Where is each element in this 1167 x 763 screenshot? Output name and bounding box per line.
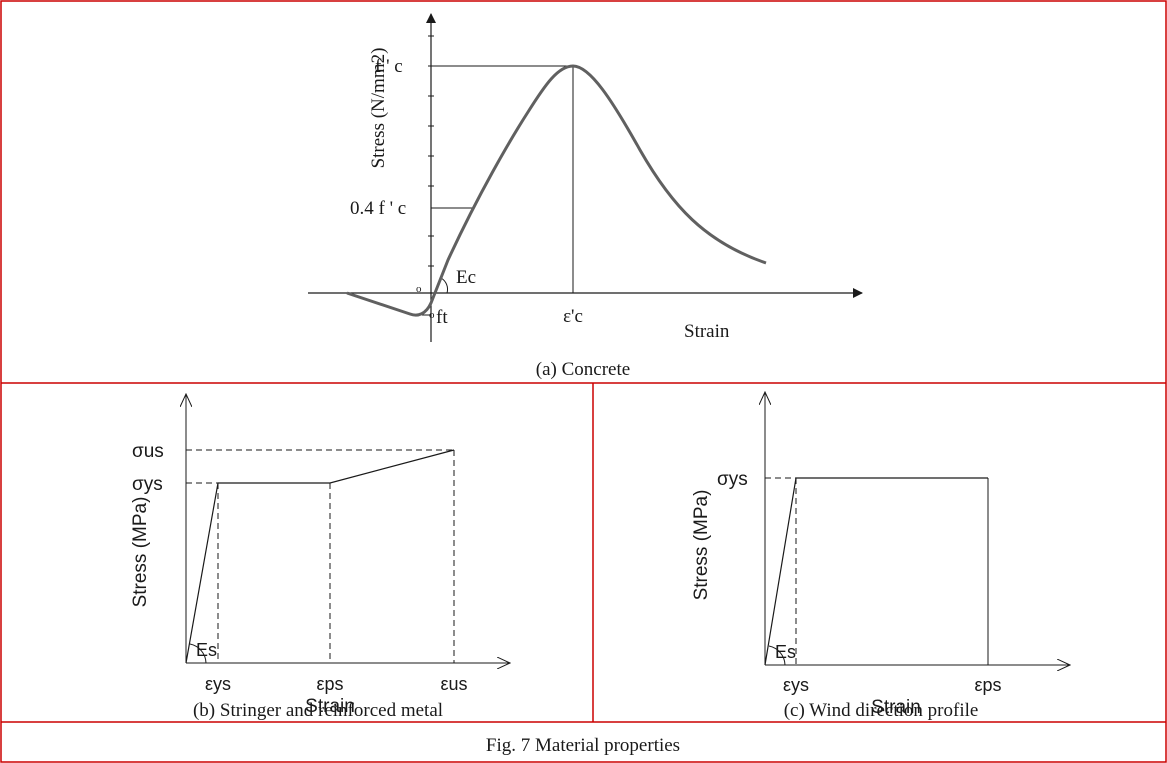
stringer-sigma-us-label: σus xyxy=(132,441,164,462)
stringer-y-axis-label: Stress (MPa) xyxy=(130,497,151,608)
stringer-es-label: Es xyxy=(196,640,217,660)
wind-caption: (c) Wind direction profile xyxy=(784,700,979,721)
concrete-stress-strain-curve xyxy=(346,64,767,317)
stringer-es-arc xyxy=(189,643,207,664)
wind-y-axis-label: Stress (MPa) xyxy=(691,490,712,601)
stringer-eps-us-label: εus xyxy=(440,674,467,694)
concrete-y-axis-label: Stress (N/mm2) xyxy=(368,48,389,169)
stringer-x-axis-label: Strain xyxy=(305,696,355,717)
wind-sigma-ys-label: σys xyxy=(717,469,748,490)
wind-stress-strain-curve xyxy=(764,477,988,666)
concrete-zero-label-right: o xyxy=(429,309,435,321)
figure-caption: Fig. 7 Material properties xyxy=(486,735,680,756)
concrete-ec-arc xyxy=(440,277,449,294)
stringer-panel: Stress (MPa) σus σys Es εys εps εus Stra… xyxy=(130,394,510,721)
concrete-caption: (a) Concrete xyxy=(536,359,630,380)
concrete-eps-c-label: ε'c xyxy=(563,306,583,327)
concrete-ft-label: ft xyxy=(436,307,448,328)
stringer-eps-ps-label: εps xyxy=(316,674,343,694)
concrete-x-axis-label: Strain xyxy=(684,321,730,342)
concrete-04fc-label: 0.4 f ' c xyxy=(350,198,406,219)
wind-es-arc xyxy=(768,645,786,666)
stringer-sigma-ys-label: σys xyxy=(132,474,163,495)
concrete-y-ticks xyxy=(428,35,434,267)
concrete-zero-label-left: o xyxy=(416,283,422,295)
wind-guides xyxy=(765,477,797,665)
wind-eps-ps-label: εps xyxy=(974,675,1001,695)
stringer-caption: (b) Stringer and reinforced metal xyxy=(193,700,443,721)
wind-es-label: Es xyxy=(775,642,796,662)
stringer-stress-strain-curve xyxy=(185,449,455,664)
wind-x-axis-label: Strain xyxy=(871,697,921,718)
wind-panel: Stress (MPa) σys Es εys εps Strain (c) W… xyxy=(691,392,1070,721)
wind-eps-ys-label: εys xyxy=(783,675,809,695)
stringer-eps-ys-label: εys xyxy=(205,674,231,694)
concrete-panel: Stress (N/mm2) f ' c 0.4 f ' c Ec o o ft… xyxy=(308,13,863,380)
concrete-ec-label: Ec xyxy=(456,267,476,288)
concrete-fc-label: f ' c xyxy=(375,56,403,77)
stringer-guides xyxy=(186,449,455,663)
